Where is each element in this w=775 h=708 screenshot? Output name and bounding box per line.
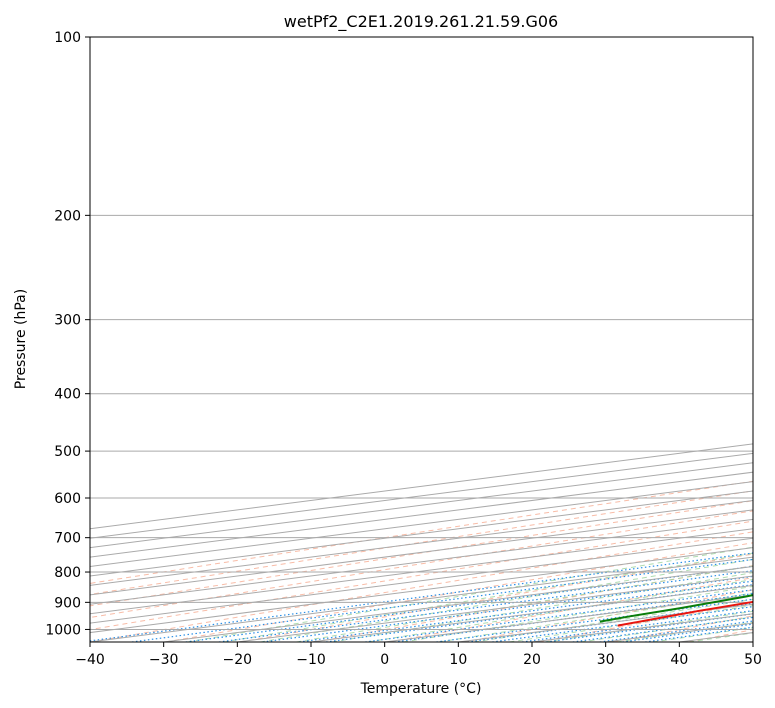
isotherm-line [90,452,753,539]
x-tick-label: 50 [744,652,762,668]
y-tick-label: 800 [54,565,81,581]
y-tick-label: 500 [54,444,81,460]
moist-adiabat-line [652,627,753,642]
moist-adiabat-line [296,565,753,642]
x-tick-label: −20 [223,652,253,668]
axes: −40 −30 −20 −10 0 10 20 30 40 50 100 200 300 400 500 60… [45,30,762,668]
y-tick-label: 600 [54,491,81,507]
x-tick-label: 20 [523,652,541,668]
isotherm-line [90,499,753,586]
dry-adiabat-line [90,510,753,619]
isotherm-line [605,622,753,642]
dry-adiabat-line [464,589,753,642]
isotherm-line [90,537,753,624]
moist-adiabat-line [223,552,753,642]
mixing-ratio-line [262,575,753,642]
moist-adiabat-line [367,578,753,642]
y-tick-label: 100 [54,30,81,46]
x-tick-label: 30 [597,652,615,668]
moist-adiabat-line [332,572,753,642]
x-tick-label: −40 [75,652,105,668]
dry-adiabat-line [314,565,753,642]
moist-adiabat-line [403,585,753,642]
plot-frame [89,36,754,643]
y-tick-label: 900 [54,595,81,611]
y-tick-label: 300 [54,313,81,329]
isotherm-line [90,509,753,596]
isotherm-line [90,462,753,549]
isotherm-line [90,528,753,615]
y-tick-label: 700 [54,531,81,547]
y-axis-label: Pressure (hPa) [13,289,29,389]
chart-title: wetPf2_C2E1.2019.261.21.59.G06 [284,12,558,32]
isotherm-line [310,584,753,642]
mixing-ratio-line [546,613,753,642]
moist-adiabat-line [187,546,753,642]
moist-adiabat-line [260,558,753,642]
dry-adiabat-line [90,490,753,595]
isotherm-line [90,518,753,605]
dry-adiabat-line [90,520,753,631]
isotherm-line [163,566,753,642]
x-axis-label: Temperature (°C) [360,681,482,697]
dry-adiabat-line [90,480,753,584]
isotherm-line [90,443,753,530]
x-tick-label: 10 [449,652,467,668]
background-lines [90,37,775,642]
isotherm-line [752,641,753,642]
moist-adiabat-line [473,598,753,642]
isotherm-line [90,471,753,558]
isotherm-line [90,547,753,634]
dry-adiabat-line [389,577,753,642]
dry-adiabat-line [763,37,775,642]
mixing-ratio-line [365,589,753,642]
dry-adiabat-line [613,615,753,642]
dry-adiabat-line [239,553,753,642]
moist-adiabat-line [580,616,753,642]
dry-adiabat-line [165,542,753,642]
y-tick-label: 200 [54,208,81,224]
moist-adiabat-line [689,632,753,642]
y-tick-label: 400 [54,387,81,403]
x-tick-label: −10 [296,652,326,668]
dewpoint-profile [599,594,753,623]
x-tick-label: −30 [149,652,179,668]
x-tick-label: 0 [380,652,389,668]
isotherm-line [90,481,753,568]
dry-adiabat-line [90,500,753,607]
y-tick-label: 1000 [45,622,81,638]
isotherm-line [90,490,753,577]
mixing-ratio-line [492,606,753,642]
x-tick-label: 40 [670,652,688,668]
mixing-ratio-line [326,584,753,642]
